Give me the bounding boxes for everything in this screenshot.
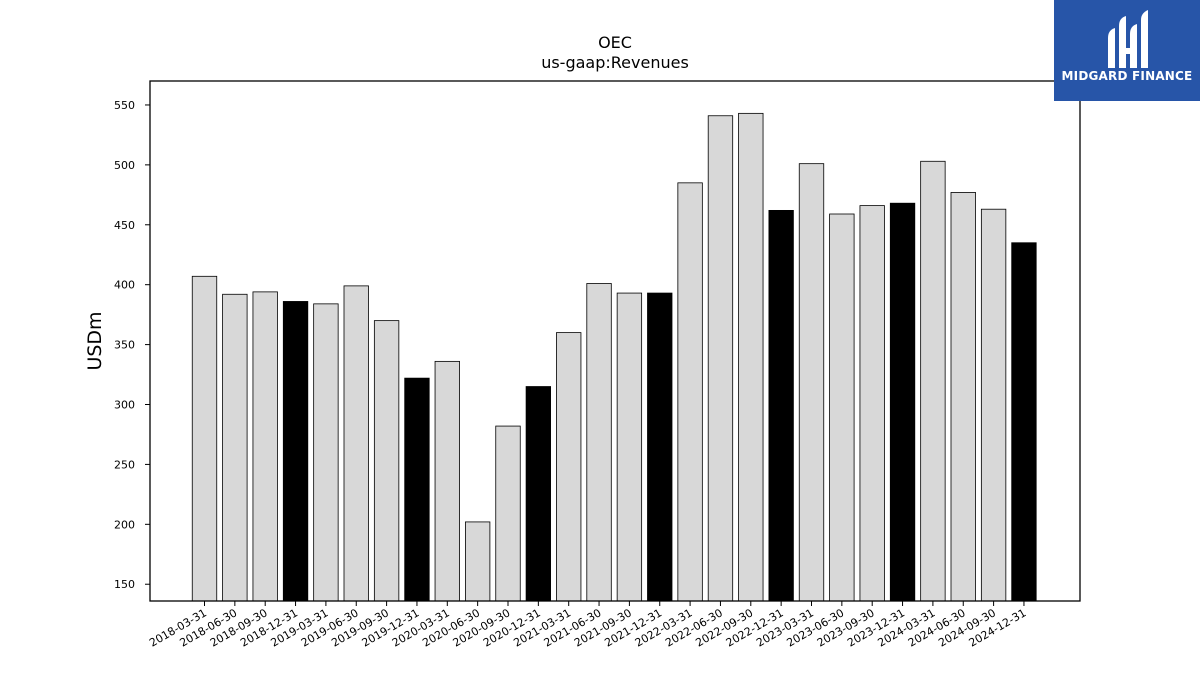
plot-frame [149, 80, 1081, 602]
bar-2018-12-31 [282, 301, 309, 602]
y-tick-label: 400 [114, 279, 135, 292]
bar-2020-06-30 [464, 521, 491, 602]
bar-2020-12-31 [525, 386, 551, 602]
bar-2019-06-30 [343, 285, 369, 602]
bar-2022-06-30 [707, 115, 734, 602]
y-tick-label: 150 [114, 578, 135, 591]
bar-2024-12-31 [1011, 242, 1037, 602]
y-tick-label: 250 [114, 458, 135, 471]
bar-2022-09-30 [738, 112, 764, 602]
bar-2024-06-30 [950, 192, 976, 602]
y-tick-label: 450 [114, 219, 135, 232]
brand-name: MIDGARD FINANCE [1061, 69, 1193, 83]
y-tick-label: 350 [114, 339, 135, 352]
bar-2022-12-31 [768, 209, 794, 602]
bar-2021-12-31 [647, 292, 673, 602]
bar-2021-09-30 [616, 292, 643, 602]
midgard-finance-logo: MIDGARD FINANCE [1054, 0, 1200, 101]
bar-2024-03-31 [920, 160, 946, 602]
bar-2023-06-30 [829, 213, 855, 602]
y-tick-label: 300 [114, 399, 135, 412]
x-axis: 2018-03-312018-06-302018-09-302018-12-31… [147, 601, 1028, 650]
bar-2023-09-30 [859, 205, 885, 602]
bar-2023-03-31 [798, 163, 825, 602]
bar-2021-03-31 [556, 332, 582, 602]
bar-2019-12-31 [404, 377, 430, 602]
bar-2018-09-30 [252, 291, 278, 602]
bar-2022-03-31 [677, 182, 703, 602]
y-tick-label: 500 [114, 159, 135, 172]
bar-2024-09-30 [980, 208, 1007, 602]
bar-2020-03-31 [434, 360, 460, 602]
bar-2021-06-30 [586, 283, 612, 602]
bar-2019-09-30 [373, 320, 400, 602]
chart-title: OEC [598, 33, 632, 52]
brand-mark-icon [1108, 10, 1148, 68]
y-axis: 150 200 250 300 350 400 450 500 550 [114, 99, 150, 591]
y-tick-label: 550 [114, 99, 135, 112]
bar-2018-06-30 [222, 293, 248, 602]
chart-subtitle: us-gaap:Revenues [541, 53, 689, 72]
y-axis-label: USDm [84, 311, 106, 370]
bars-group [191, 112, 1037, 602]
y-tick-label: 200 [114, 518, 135, 531]
bar-2023-12-31 [889, 202, 916, 602]
bar-2018-03-31 [191, 275, 218, 602]
bar-2019-03-31 [313, 303, 339, 602]
bar-2020-09-30 [495, 425, 521, 602]
